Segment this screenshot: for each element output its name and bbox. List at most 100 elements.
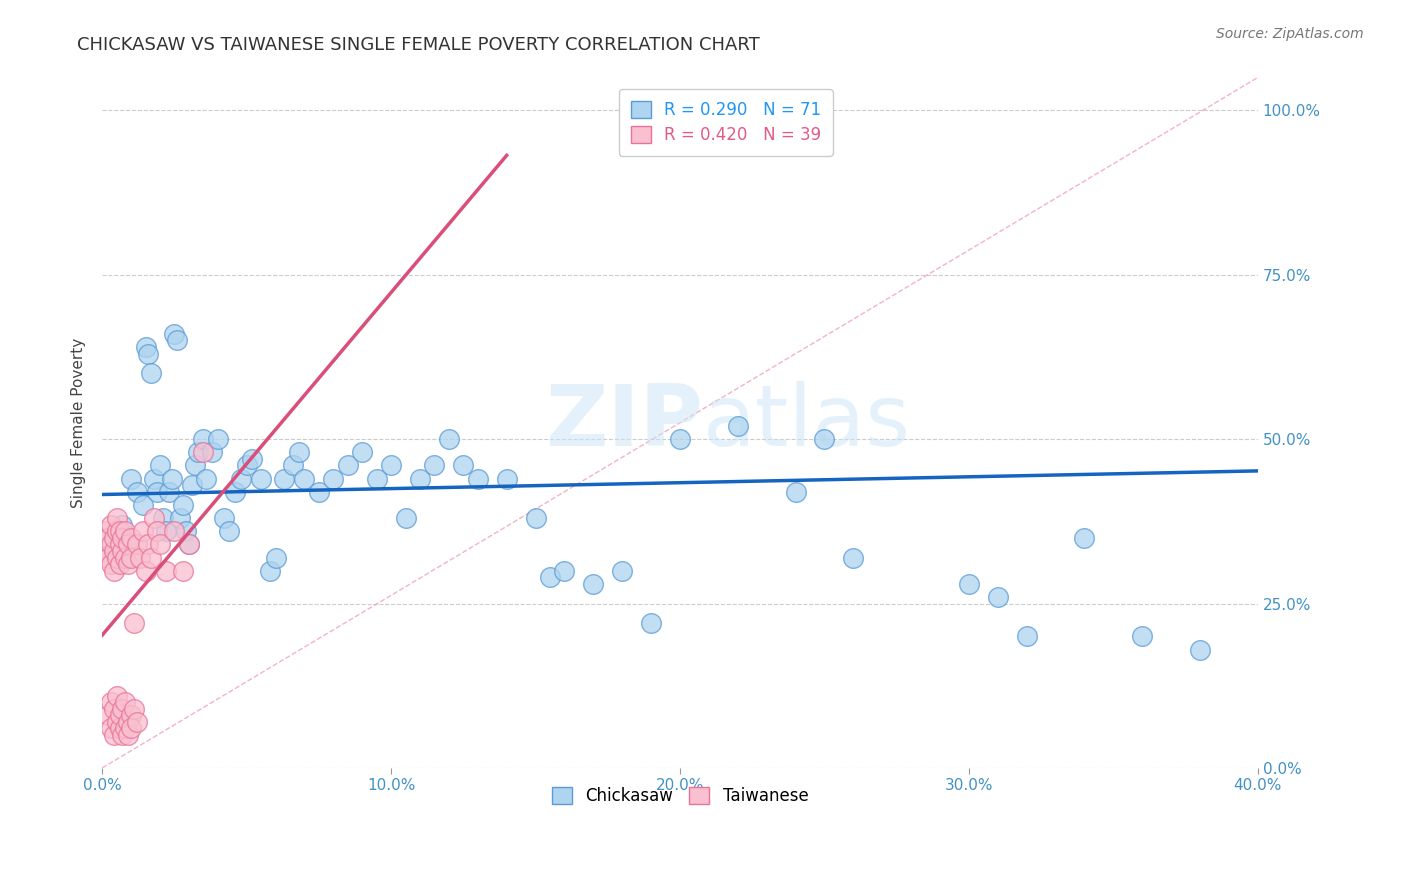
Point: [128, 550, 150, 565]
Point: [538, 570, 561, 584]
Point: [212, 511, 235, 525]
Point: [152, 511, 174, 525]
Point: [105, 550, 128, 565]
Point: [105, 511, 128, 525]
Point: [669, 432, 692, 446]
Point: [120, 472, 142, 486]
Point: [103, 728, 125, 742]
Point: [1189, 642, 1212, 657]
Point: [172, 498, 194, 512]
Point: [183, 458, 205, 473]
Point: [114, 722, 136, 736]
Point: [612, 564, 634, 578]
Text: atlas: atlas: [703, 381, 911, 464]
Point: [180, 478, 202, 492]
Point: [273, 472, 295, 486]
Y-axis label: Single Female Poverty: Single Female Poverty: [72, 337, 86, 508]
Point: [294, 472, 316, 486]
Point: [352, 445, 374, 459]
Point: [187, 445, 209, 459]
Point: [366, 472, 388, 486]
Point: [785, 484, 807, 499]
Point: [813, 432, 835, 446]
Point: [957, 576, 980, 591]
Point: [242, 451, 264, 466]
Point: [114, 695, 136, 709]
Point: [160, 472, 183, 486]
Point: [149, 537, 172, 551]
Point: [177, 537, 200, 551]
Point: [157, 484, 180, 499]
Point: [108, 708, 131, 723]
Point: [100, 557, 122, 571]
Point: [117, 537, 139, 551]
Point: [138, 346, 160, 360]
Point: [308, 484, 330, 499]
Point: [1015, 629, 1038, 643]
Point: [207, 432, 229, 446]
Point: [1073, 531, 1095, 545]
Point: [94, 524, 117, 539]
Point: [135, 564, 157, 578]
Point: [117, 714, 139, 729]
Point: [111, 544, 134, 558]
Point: [94, 544, 117, 558]
Point: [138, 537, 160, 551]
Point: [172, 564, 194, 578]
Point: [103, 531, 125, 545]
Point: [193, 445, 215, 459]
Legend: Chickasaw, Taiwanese: Chickasaw, Taiwanese: [541, 777, 818, 815]
Point: [177, 537, 200, 551]
Point: [105, 689, 128, 703]
Point: [125, 537, 148, 551]
Point: [322, 472, 344, 486]
Point: [195, 472, 218, 486]
Point: [111, 517, 134, 532]
Point: [141, 367, 163, 381]
Point: [524, 511, 547, 525]
Point: [259, 564, 281, 578]
Point: [229, 472, 252, 486]
Point: [111, 531, 134, 545]
Point: [131, 498, 153, 512]
Point: [380, 458, 402, 473]
Point: [155, 524, 177, 539]
Point: [108, 537, 131, 551]
Point: [235, 458, 257, 473]
Point: [120, 708, 142, 723]
Point: [103, 564, 125, 578]
Point: [166, 334, 188, 348]
Point: [100, 695, 122, 709]
Point: [201, 445, 224, 459]
Point: [987, 590, 1010, 604]
Point: [122, 616, 145, 631]
Point: [111, 728, 134, 742]
Point: [169, 511, 191, 525]
Point: [336, 458, 359, 473]
Point: [553, 564, 575, 578]
Point: [103, 702, 125, 716]
Point: [218, 524, 240, 539]
Point: [582, 576, 605, 591]
Point: [453, 458, 475, 473]
Point: [108, 524, 131, 539]
Point: [437, 432, 460, 446]
Text: ZIP: ZIP: [546, 381, 703, 464]
Point: [163, 524, 186, 539]
Point: [1130, 629, 1153, 643]
Point: [114, 550, 136, 565]
Point: [131, 524, 153, 539]
Point: [97, 708, 120, 723]
Point: [105, 524, 128, 539]
Point: [467, 472, 489, 486]
Point: [394, 511, 416, 525]
Point: [842, 550, 865, 565]
Point: [193, 432, 215, 446]
Point: [125, 484, 148, 499]
Point: [120, 722, 142, 736]
Point: [100, 722, 122, 736]
Point: [117, 557, 139, 571]
Point: [495, 472, 517, 486]
Point: [105, 714, 128, 729]
Point: [117, 728, 139, 742]
